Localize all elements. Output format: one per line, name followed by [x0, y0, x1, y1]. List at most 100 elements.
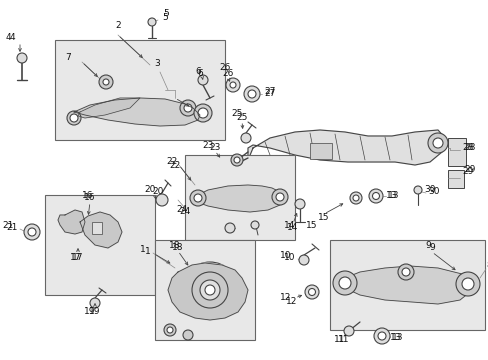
Bar: [447, 170, 463, 188]
Text: 16: 16: [84, 194, 96, 202]
Text: 28: 28: [463, 144, 474, 153]
Text: 30: 30: [423, 185, 435, 194]
Circle shape: [352, 195, 358, 201]
Bar: [447, 138, 465, 166]
Circle shape: [455, 272, 479, 296]
Text: 12: 12: [280, 293, 291, 302]
Circle shape: [194, 104, 212, 122]
Circle shape: [99, 75, 113, 89]
Circle shape: [377, 332, 385, 340]
Circle shape: [67, 111, 81, 125]
Circle shape: [308, 288, 315, 296]
Circle shape: [372, 193, 379, 199]
Text: 13: 13: [387, 192, 399, 201]
Text: 21: 21: [2, 221, 14, 230]
Circle shape: [244, 86, 260, 102]
Text: 19: 19: [89, 307, 101, 316]
Circle shape: [332, 271, 356, 295]
Text: 6: 6: [195, 68, 201, 77]
Circle shape: [182, 262, 238, 318]
Text: 5: 5: [163, 9, 168, 18]
Text: 27: 27: [264, 90, 275, 99]
Text: 28: 28: [461, 144, 472, 153]
Circle shape: [349, 192, 361, 204]
Text: 9: 9: [428, 243, 434, 252]
Circle shape: [180, 100, 196, 116]
Bar: [184, 155, 294, 240]
Text: 7: 7: [65, 54, 71, 63]
Text: 14: 14: [284, 220, 295, 230]
Text: 30: 30: [427, 188, 439, 197]
Circle shape: [247, 90, 256, 98]
Circle shape: [24, 224, 40, 240]
Bar: [45, 195, 155, 295]
Text: 26: 26: [219, 63, 230, 72]
Circle shape: [275, 193, 284, 201]
Text: 17: 17: [72, 253, 83, 262]
Text: 10: 10: [284, 253, 295, 262]
Circle shape: [229, 82, 236, 88]
Circle shape: [90, 298, 100, 308]
Circle shape: [103, 79, 109, 85]
Text: 26: 26: [222, 68, 233, 77]
Bar: [92, 222, 102, 234]
Text: 19: 19: [84, 307, 96, 316]
Circle shape: [200, 280, 220, 300]
Text: 20: 20: [152, 188, 163, 197]
Circle shape: [156, 194, 168, 206]
Text: 8: 8: [487, 264, 488, 273]
Text: 22: 22: [166, 158, 177, 166]
Circle shape: [28, 228, 36, 236]
Text: 23: 23: [209, 144, 220, 153]
Circle shape: [190, 190, 205, 206]
Text: 21: 21: [6, 224, 18, 233]
Text: 11: 11: [334, 336, 345, 345]
Text: 5: 5: [162, 13, 167, 22]
Polygon shape: [192, 185, 285, 212]
Polygon shape: [337, 266, 471, 304]
Text: 24: 24: [176, 206, 187, 215]
Text: 1: 1: [145, 248, 151, 256]
Circle shape: [204, 285, 215, 295]
Text: 10: 10: [280, 252, 291, 261]
Text: 25: 25: [231, 109, 242, 118]
Polygon shape: [80, 212, 122, 248]
Circle shape: [192, 272, 227, 308]
Text: 13: 13: [389, 333, 401, 342]
Circle shape: [183, 104, 192, 112]
Bar: [55, 40, 224, 140]
Circle shape: [225, 78, 240, 92]
Circle shape: [234, 157, 240, 163]
Text: 4: 4: [9, 33, 15, 42]
Text: 29: 29: [461, 167, 472, 176]
Polygon shape: [58, 210, 85, 234]
Circle shape: [224, 223, 235, 233]
Text: 12: 12: [286, 297, 297, 306]
Text: 15: 15: [318, 213, 329, 222]
Text: 24: 24: [179, 207, 190, 216]
Circle shape: [461, 278, 473, 290]
Text: 13: 13: [385, 190, 397, 199]
Text: 16: 16: [82, 190, 94, 199]
Circle shape: [17, 53, 27, 63]
Circle shape: [427, 133, 447, 153]
Text: 15: 15: [305, 220, 317, 230]
Circle shape: [241, 133, 250, 143]
Circle shape: [271, 189, 287, 205]
Circle shape: [368, 189, 382, 203]
Circle shape: [294, 199, 305, 209]
Circle shape: [148, 18, 156, 26]
Circle shape: [397, 264, 413, 280]
Text: 13: 13: [391, 333, 403, 342]
Bar: [309, 143, 331, 159]
Text: 29: 29: [463, 166, 474, 175]
Text: 14: 14: [287, 224, 298, 233]
Circle shape: [230, 154, 243, 166]
Circle shape: [198, 75, 207, 85]
Text: 4: 4: [5, 33, 11, 42]
Polygon shape: [247, 130, 444, 165]
Polygon shape: [78, 98, 140, 118]
Text: 3: 3: [154, 59, 160, 68]
Circle shape: [163, 324, 176, 336]
Circle shape: [167, 327, 173, 333]
